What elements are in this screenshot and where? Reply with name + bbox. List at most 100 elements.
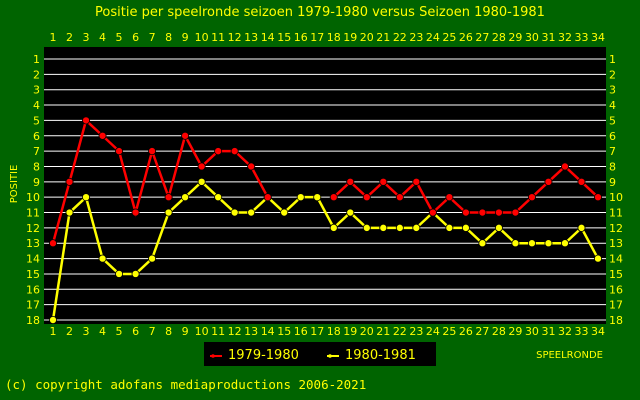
data-point [560,239,569,248]
x-tick-label-top: 21 [376,31,390,44]
x-tick-label-bottom: 15 [277,325,291,338]
x-tick-label-bottom: 34 [591,325,605,338]
data-point [49,315,58,324]
series-1979-1980 [49,116,603,248]
data-point [247,162,256,171]
data-point [461,223,470,232]
x-tick-label-bottom: 10 [195,325,209,338]
data-point [115,147,124,156]
y-tick-label-left: 12 [26,222,40,235]
legend-label: 1980-1981 [345,348,416,363]
data-point [181,131,190,140]
data-point [544,177,553,186]
data-point [82,193,91,202]
data-point [379,177,388,186]
data-point [214,193,223,202]
x-tick-label-bottom: 22 [393,325,407,338]
x-tick-label-top: 28 [492,31,506,44]
data-point [280,208,289,217]
data-point [131,208,140,217]
data-point [131,269,140,278]
data-point [65,177,74,186]
legend-label: 1979-1980 [228,348,299,363]
x-tick-label-top: 16 [294,31,308,44]
y-tick-label-right: 4 [609,99,616,112]
x-tick-label-bottom: 18 [327,325,341,338]
y-tick-label-right: 8 [609,160,616,173]
y-tick-label-right: 5 [609,114,616,127]
x-tick-label-bottom: 17 [310,325,324,338]
y-tick-label-right: 1 [609,53,616,66]
x-tick-label-top: 10 [195,31,209,44]
data-point [362,193,371,202]
data-point [49,239,58,248]
copyright-text: (c) copyright adofans mediaproductions 2… [5,377,366,392]
x-tick-label-top: 9 [182,31,189,44]
data-point [577,223,586,232]
x-tick-label-bottom: 29 [508,325,522,338]
series-line [51,180,600,321]
series-layer [49,116,603,324]
data-point [329,193,338,202]
x-tick-label-bottom: 1 [50,325,57,338]
x-tick-label-bottom: 25 [442,325,456,338]
y-tick-label-right: 17 [609,299,623,312]
data-point [445,223,454,232]
x-tick-label-top: 11 [211,31,225,44]
data-point [98,254,107,263]
y-tick-label-right: 13 [609,237,623,250]
data-point [527,239,536,248]
data-point [362,223,371,232]
x-tick-label-top: 17 [310,31,324,44]
x-tick-label-bottom: 21 [376,325,390,338]
data-point [577,177,586,186]
data-point [428,208,437,217]
data-point [296,193,305,202]
data-point [527,193,536,202]
legend-marker [211,354,215,358]
y-tick-label-left: 2 [33,68,40,81]
x-tick-label-top: 18 [327,31,341,44]
x-tick-label-top: 31 [541,31,555,44]
data-point [412,223,421,232]
x-tick-label-bottom: 14 [261,325,275,338]
x-tick-label-top: 2 [66,31,73,44]
data-point [115,269,124,278]
x-tick-label-bottom: 12 [228,325,242,338]
x-tick-label-top: 24 [426,31,440,44]
data-point [511,208,520,217]
y-tick-label-right: 16 [609,283,623,296]
x-tick-label-bottom: 9 [182,325,189,338]
x-tick-label-bottom: 31 [541,325,555,338]
x-tick-label-bottom: 8 [165,325,172,338]
y-tick-label-left: 4 [33,99,40,112]
x-axis-top: 1 2 3 4 5 6 7 8 9 10 11 12 13 14 15 16 17 18 19 20 21 22 23 24 2… [50,31,606,44]
x-tick-label-bottom: 7 [149,325,156,338]
data-point [263,193,272,202]
y-tick-label-left: 15 [26,268,40,281]
x-tick-label-top: 1 [50,31,57,44]
x-tick-label-top: 26 [459,31,473,44]
x-tick-label-top: 27 [475,31,489,44]
x-axis-label: SPEELRONDE [536,350,603,361]
data-point [197,177,206,186]
y-tick-label-left: 8 [33,160,40,173]
x-tick-label-bottom: 6 [132,325,139,338]
x-tick-label-bottom: 33 [574,325,588,338]
y-tick-label-left: 10 [26,191,40,204]
data-point [395,193,404,202]
data-point [230,147,239,156]
x-tick-label-bottom: 30 [525,325,539,338]
data-point [82,116,91,125]
data-point [164,208,173,217]
data-point [313,193,322,202]
x-tick-label-top: 34 [591,31,605,44]
data-point [511,239,520,248]
y-tick-label-left: 9 [33,176,40,189]
y-tick-label-left: 6 [33,130,40,143]
y-tick-label-left: 3 [33,84,40,97]
x-tick-label-bottom: 24 [426,325,440,338]
data-point [164,193,173,202]
y-tick-label-left: 1 [33,53,40,66]
